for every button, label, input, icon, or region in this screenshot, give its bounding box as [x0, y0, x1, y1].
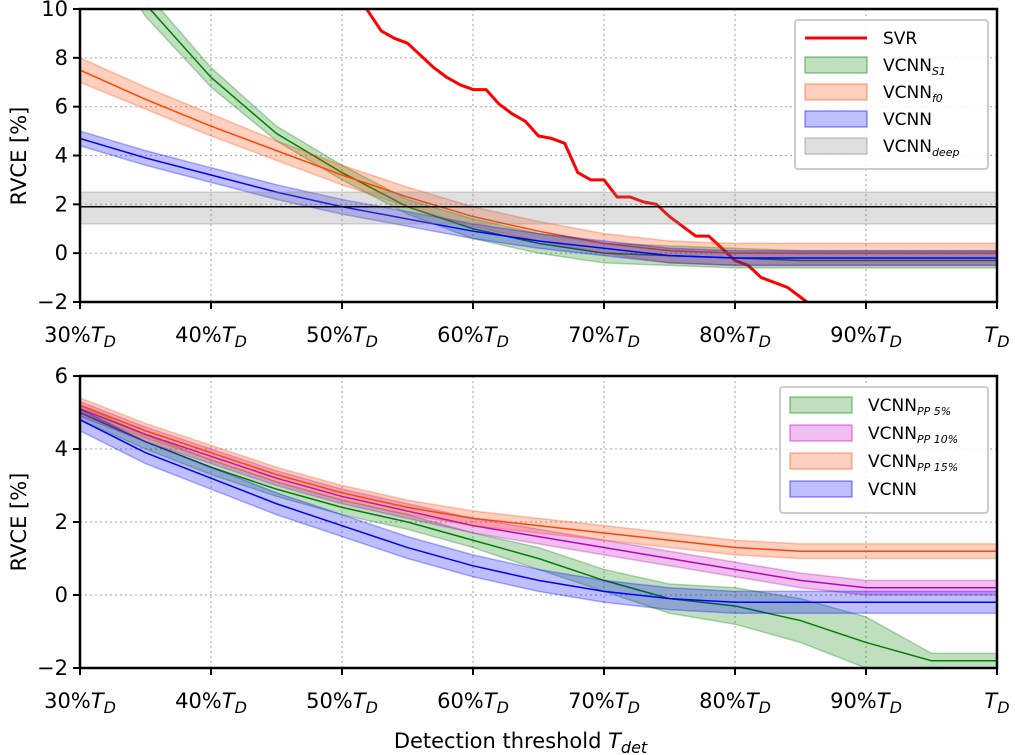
y-tick-label: 0: [55, 583, 68, 607]
legend-swatch-vcnn_b: [789, 480, 853, 498]
x-tick-label: 60%TD: [437, 689, 509, 717]
line-vcnn_pp5: [80, 411, 997, 662]
band-vcnn: [80, 131, 997, 266]
line-vcnn_b: [80, 419, 997, 604]
series-vcnn: [80, 130, 997, 267]
band-upper-vcnn_b: [80, 408, 997, 593]
band-lower-vcnn: [80, 145, 997, 267]
legend-swatch-vcnn_pp15: [789, 452, 853, 470]
legend-swatch-vcnn_s1: [804, 56, 868, 74]
legend-label-svr: SVR: [883, 29, 917, 49]
y-tick-label: −2: [37, 656, 68, 680]
legend: SVR VCNNS1 VCNNf0 VCNN VCNNdeep: [794, 19, 989, 170]
legend-swatch-vcnn_pp10: [789, 424, 853, 442]
x-tick-label: TD: [984, 323, 1009, 351]
x-tick-label: 80%TD: [699, 323, 771, 351]
line-vcnn_pp15: [80, 404, 997, 552]
x-tick-label: 40%TD: [175, 323, 247, 351]
y-axis-title: RVCE [%]: [7, 107, 31, 206]
band-lower-vcnn_pp10: [80, 415, 997, 596]
x-tick-label: 30%TD: [44, 689, 116, 717]
band-upper-vcnn_pp5: [80, 404, 997, 655]
x-tick-label: 30%TD: [44, 323, 116, 351]
line-svr: [364, 9, 810, 302]
series-vcnn_deep: [80, 191, 997, 225]
plot-area: [80, 9, 997, 302]
series-vcnn_s1: [139, 9, 997, 269]
y-tick-label: −2: [37, 290, 68, 314]
legend-label-vcnn_b: VCNN: [868, 480, 917, 500]
legend-label-vcnn_pp10: VCNNPP 10%: [868, 424, 958, 446]
legend-swatch-vcnn: [804, 110, 868, 128]
legend-label-vcnn: VCNN: [883, 110, 932, 130]
x-tick-label: 80%TD: [699, 689, 771, 717]
band-lower-vcnn_pp5: [80, 419, 997, 668]
line-vcnn_s1: [148, 9, 997, 262]
line-vcnn_f0: [80, 69, 997, 254]
series-vcnn_pp15: [80, 397, 997, 560]
legend-frame: [794, 19, 989, 170]
legend-frame: [779, 386, 989, 514]
legend-swatch-vcnn_f0: [804, 83, 868, 101]
band-lower-vcnn_b: [80, 430, 997, 614]
line-vcnn: [80, 137, 997, 259]
series-vcnn_b: [80, 408, 997, 614]
x-tick-label: 50%TD: [306, 323, 378, 351]
x-tick-label: 90%TD: [830, 689, 902, 717]
legend-swatch-vcnn_deep: [804, 137, 868, 155]
line-vcnn_pp10: [80, 408, 997, 589]
band-lower-vcnn_s1: [139, 9, 997, 269]
band-upper-vcnn_pp10: [80, 400, 997, 582]
x-tick-label: 40%TD: [175, 689, 247, 717]
band-lower-vcnn_pp15: [80, 411, 997, 560]
y-tick-label: 10: [41, 0, 68, 21]
band-vcnn_b: [80, 408, 997, 614]
legend-label-vcnn_pp5: VCNNPP 5%: [868, 396, 951, 418]
y-axis-title: RVCE [%]: [7, 473, 31, 572]
band-upper-vcnn_s1: [159, 9, 997, 252]
x-tick-label: 50%TD: [306, 689, 378, 717]
legend-swatch-vcnn_pp5: [789, 396, 853, 414]
y-tick-label: 4: [55, 437, 68, 461]
x-tick-label: TD: [984, 689, 1009, 717]
bottom-panel: 30%TD 40%TD 50%TD 60%TD 70%TD 80%TD 90%TD TD −2 0…: [7, 364, 1010, 755]
band-vcnn_deep: [80, 192, 997, 224]
legend-label-vcnn_f0: VCNNf0: [883, 83, 943, 105]
y-tick-label: 2: [55, 192, 68, 216]
x-tick-label: 70%TD: [568, 689, 640, 717]
band-upper-vcnn_pp15: [80, 397, 997, 545]
y-tick-label: 6: [55, 364, 68, 388]
legend: VCNNPP 5% VCNNPP 10% VCNNPP 15% VCNN: [779, 386, 989, 514]
y-tick-label: 0: [55, 241, 68, 265]
series-vcnn_pp10: [80, 400, 997, 596]
y-tick-label: 2: [55, 510, 68, 534]
y-tick-label: 6: [55, 95, 68, 119]
legend-label-vcnn_s1: VCNNS1: [883, 56, 946, 78]
x-axis-title: Detection threshold Tdet: [394, 729, 648, 755]
x-tick-label: 90%TD: [830, 323, 902, 351]
grid: [80, 376, 997, 668]
y-tick-label: 4: [55, 144, 68, 168]
top-panel: 30%TD 40%TD 50%TD 60%TD 70%TD 80%TD 90%TD TD −2 0…: [7, 0, 1010, 351]
x-tick-label: 60%TD: [437, 323, 509, 351]
band-vcnn_f0: [80, 57, 997, 266]
legend-label-vcnn_pp15: VCNNPP 15%: [868, 452, 958, 474]
band-upper-vcnn: [80, 130, 997, 252]
plot-area: [80, 397, 997, 668]
legend-label-vcnn_deep: VCNNdeep: [883, 137, 959, 159]
band-upper-vcnn_f0: [80, 57, 997, 245]
x-tick-label: 70%TD: [568, 323, 640, 351]
y-tick-label: 8: [55, 46, 68, 70]
series-svr: [364, 9, 810, 302]
